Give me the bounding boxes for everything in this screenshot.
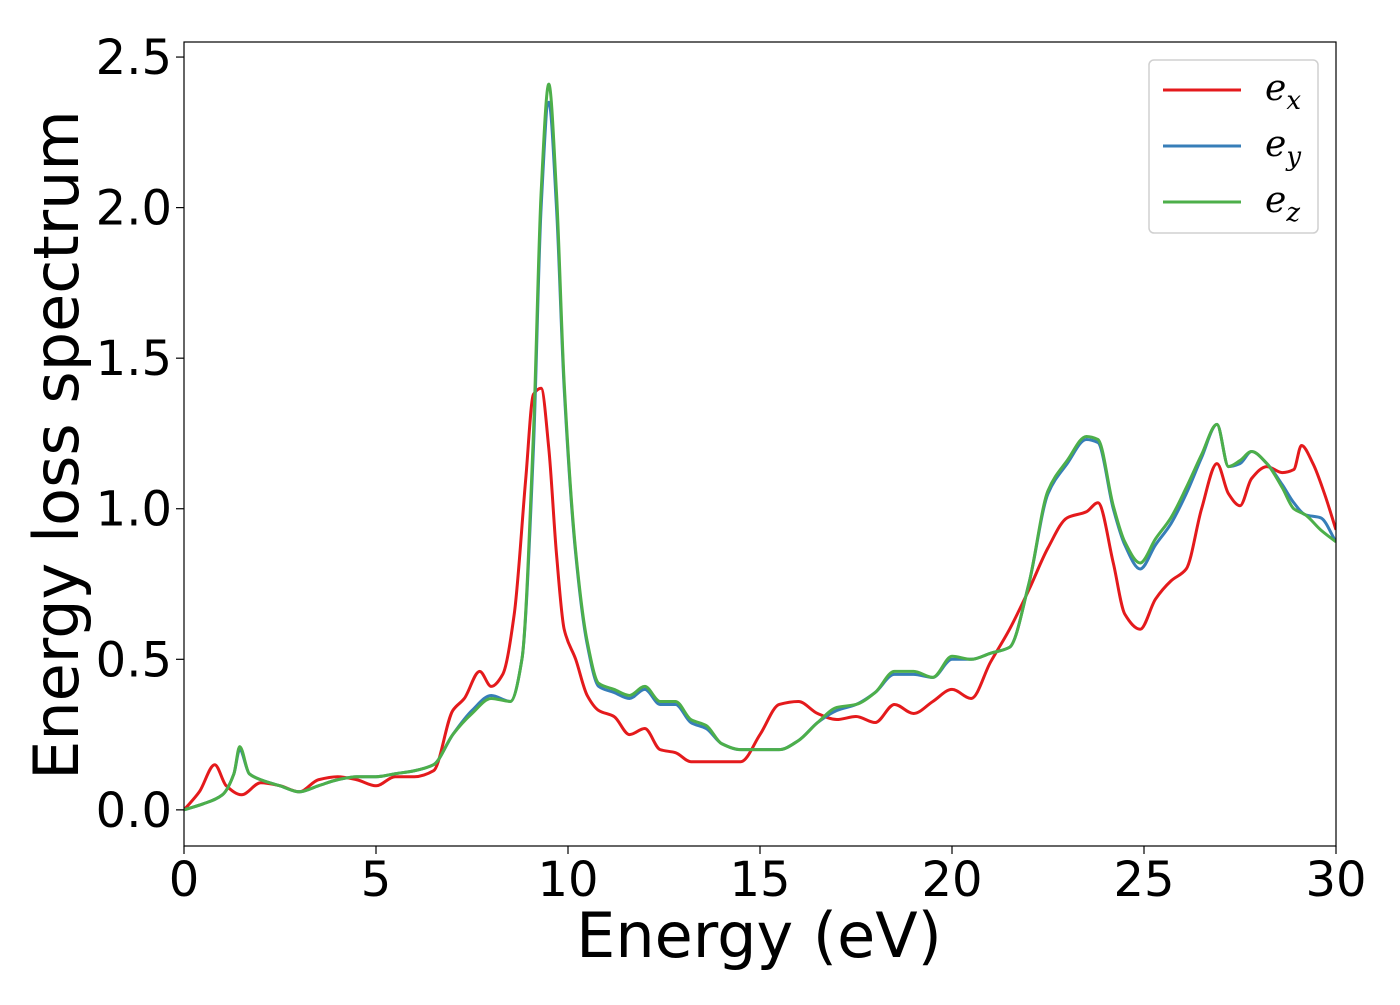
x-axis-title: Energy (eV): [576, 899, 942, 972]
x-tick-label: 0: [169, 852, 200, 908]
y-tick-label: 0.0: [96, 783, 172, 839]
y-tick-label: 2.5: [96, 30, 172, 86]
x-tick-label: 10: [537, 852, 598, 908]
x-tick-label: 25: [1113, 852, 1174, 908]
y-axis-title: Energy loss spectrum: [20, 110, 93, 780]
axes: 0 5 10 15 20 25 30 0.0 0.5 1.0 1.5 2.0 2.5: [96, 30, 1367, 908]
legend-label-x: ex: [1265, 68, 1301, 116]
y-tick-label: 0.5: [96, 632, 172, 688]
y-tick-label: 1.0: [96, 482, 172, 538]
x-tick-label: 20: [921, 852, 982, 908]
series-line-x: [184, 386, 1336, 811]
legend-label-y: ey: [1265, 124, 1301, 172]
x-tick-label: 15: [729, 852, 790, 908]
y-tick-label: 2.0: [96, 181, 172, 237]
series-line-z: [184, 82, 1336, 812]
x-tick-label: 30: [1305, 852, 1366, 908]
x-tick-label: 5: [361, 852, 392, 908]
plot-area: [184, 82, 1336, 812]
legend-label-z: ez: [1265, 180, 1300, 228]
legend: ex ey ez: [1148, 59, 1319, 234]
y-tick-label: 1.5: [96, 331, 172, 387]
